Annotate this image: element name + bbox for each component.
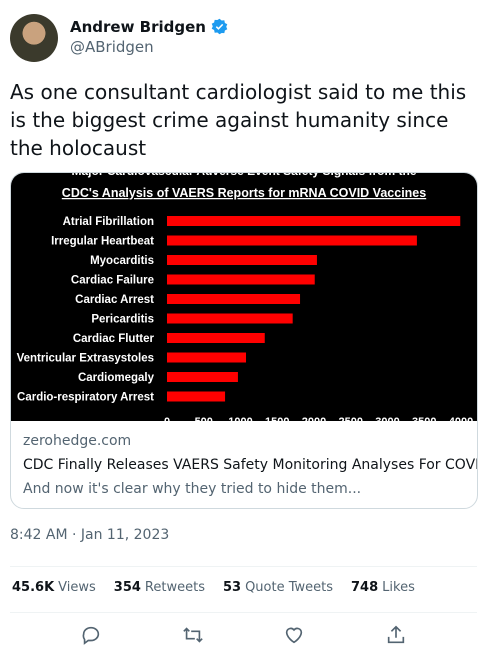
card-description: And now it's clear why they tried to hid… [23, 481, 362, 497]
bar [167, 216, 461, 226]
divider [10, 612, 477, 613]
x-tick-label: 1500 [265, 416, 289, 421]
stats: 45.6K Views 354 Retweets 53 Quote Tweets 748 Li… [12, 580, 415, 595]
tweet-text: As one consultant cardiologist said to m… [10, 80, 467, 160]
stat-count: 53 [222, 580, 242, 595]
x-tick-label: 2500 [339, 416, 363, 421]
bar [167, 372, 238, 382]
x-tick-label: 1000 [228, 416, 252, 421]
author-name-text[interactable]: Andrew Bridgen [70, 18, 206, 36]
stat[interactable]: 748 Likes [351, 580, 415, 595]
verified-badge [211, 18, 228, 35]
x-tick-label: 0 [164, 416, 170, 421]
action-bar [0, 624, 487, 646]
divider [10, 566, 477, 567]
link-card[interactable]: Major Cardiovascular Adverse Event Safet… [10, 172, 478, 509]
category-label: Cardiac Arrest [75, 294, 154, 306]
stat-count: 354 [113, 580, 141, 595]
card-title: CDC Finally Releases VAERS Safety Monito… [23, 457, 478, 473]
category-label: Cardiac Flutter [73, 333, 155, 345]
bar [167, 274, 315, 285]
share-button[interactable] [385, 624, 407, 646]
category-label: Cardiac Failure [71, 275, 154, 287]
category-label: Cardiomegaly [78, 372, 155, 384]
category-label: Atrial Fibrillation [63, 216, 154, 228]
avatar[interactable] [10, 14, 58, 62]
author-handle[interactable]: @ABridgen [70, 38, 154, 56]
stat-count: 748 [351, 580, 379, 595]
chart-image: Major Cardiovascular Adverse Event Safet… [11, 173, 477, 421]
category-label: Irregular Heartbeat [51, 236, 154, 248]
bar [167, 255, 317, 265]
x-tick-label: 3500 [412, 416, 436, 421]
chart-title: Major Cardiovascular Adverse Event Safet… [71, 173, 416, 178]
stat-label: Views [58, 580, 96, 595]
bar [167, 391, 226, 402]
author-name[interactable]: Andrew Bridgen [70, 18, 228, 36]
bar [167, 333, 265, 343]
like-button[interactable] [283, 624, 305, 646]
category-label: Pericarditis [91, 314, 154, 326]
x-tick-label: 500 [195, 416, 213, 421]
card-domain: zerohedge.com [23, 433, 132, 449]
stat-label: Likes [382, 580, 415, 595]
chart-title: CDC's Analysis of VAERS Reports for mRNA… [62, 186, 426, 200]
category-label: Cardio-respiratory Arrest [17, 392, 154, 404]
stat-label: Quote Tweets [245, 580, 334, 595]
stat-label: Retweets [144, 580, 205, 595]
bar [167, 352, 247, 363]
x-tick-label: 2000 [302, 416, 326, 421]
stat-count: 45.6K [12, 580, 55, 595]
bar [167, 294, 301, 304]
category-label: Myocarditis [90, 255, 154, 267]
reply-button[interactable] [80, 624, 102, 646]
retweet-button[interactable] [182, 624, 204, 646]
bar [167, 235, 417, 246]
stat[interactable]: 53 Quote Tweets [223, 580, 333, 595]
x-tick-label: 4000 [449, 416, 473, 421]
stat[interactable]: 45.6K Views [12, 580, 96, 595]
stat[interactable]: 354 Retweets [114, 580, 205, 595]
x-tick-label: 3000 [375, 416, 399, 421]
timestamp[interactable]: 8:42 AM · Jan 11, 2023 [10, 527, 170, 543]
bar [167, 313, 293, 324]
category-label: Ventricular Extrasystoles [17, 353, 154, 365]
